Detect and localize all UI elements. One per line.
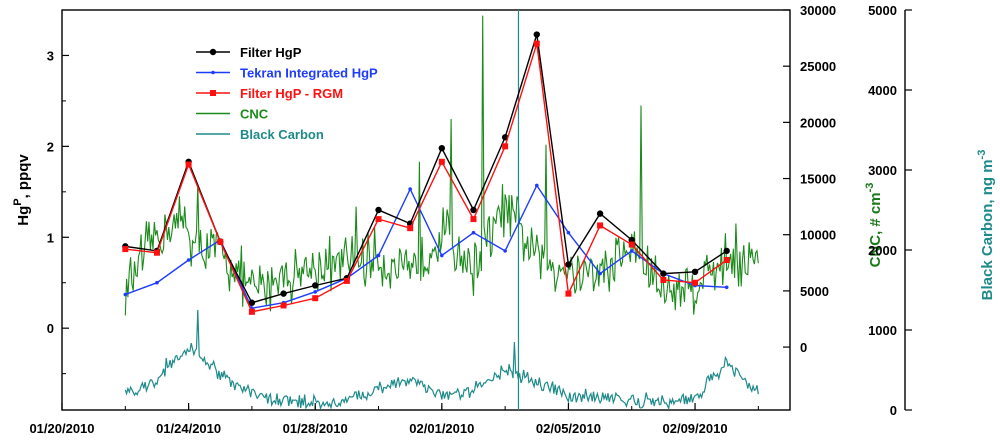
point-filter-hgp-rgm xyxy=(312,295,319,302)
point-filter-hgp xyxy=(596,210,604,217)
point-filter-hgp-rgm xyxy=(280,302,287,309)
point-filter-hgp-rgm xyxy=(723,257,730,263)
point-tekran-integrated-hgp xyxy=(376,253,381,258)
point-filter-hgp xyxy=(248,299,256,306)
x-tick-label: 02/09/2010 xyxy=(663,421,728,436)
point-filter-hgp-rgm xyxy=(628,241,635,248)
legend: Filter HgP Tekran Integrated HgP Filter Hg… xyxy=(196,45,378,142)
point-filter-hgp xyxy=(280,290,287,297)
x-tick-label: 01/28/2010 xyxy=(283,421,348,436)
series-line-black-carbon xyxy=(124,309,759,410)
y-left-tick-label: 3 xyxy=(47,48,54,63)
legend-marker-filter-hgp xyxy=(209,48,217,56)
y-left-title-base: Hg xyxy=(15,206,32,226)
point-filter-hgp-rgm xyxy=(122,246,129,253)
legend-label-filter-hgp: Filter HgP xyxy=(240,45,302,60)
legend-label-filter-hgp-rgm: Filter HgP - RGM xyxy=(240,86,343,101)
plot-frame xyxy=(61,9,791,411)
point-tekran-integrated-hgp xyxy=(155,280,159,285)
legend-label-black-carbon: Black Carbon xyxy=(240,127,324,142)
y-bc-tick-label: 2000 xyxy=(868,243,897,258)
series-line-filter-hgp xyxy=(125,34,728,304)
y-bc-tick-label: 1000 xyxy=(868,323,897,338)
y-cnc-tick-label: 30000 xyxy=(800,3,836,18)
point-filter-hgp xyxy=(660,270,667,277)
point-filter-hgp-rgm xyxy=(660,277,667,283)
legend-label-tekran-integrated-hgp: Tekran Integrated HgP xyxy=(240,66,378,81)
y-bc-title-sup: -3 xyxy=(976,150,988,160)
y-cnc-tick-label: 25000 xyxy=(800,59,836,74)
legend-label-cnc: CNC xyxy=(240,107,269,122)
y-bc-tick-label: 0 xyxy=(890,403,897,418)
point-filter-hgp-rgm xyxy=(343,277,350,284)
series-layer xyxy=(122,10,759,410)
y-bc-tick-label: 4000 xyxy=(868,83,897,98)
y-left-tick-label: 1 xyxy=(47,230,54,245)
point-filter-hgp-rgm xyxy=(470,216,477,223)
y-cnc-title-base: CNC, # cm xyxy=(867,192,884,267)
point-filter-hgp xyxy=(438,144,446,152)
y-cnc-tick-label: 20000 xyxy=(800,115,836,130)
y-cnc-tick-label: 0 xyxy=(800,340,807,355)
y-left-tick-label: 0 xyxy=(47,321,54,336)
point-filter-hgp-rgm xyxy=(533,40,540,47)
y-cnc-tick-label: 5000 xyxy=(800,284,829,299)
y-left-axis-title: HgP, ppqv xyxy=(12,154,32,226)
point-tekran-integrated-hgp xyxy=(503,249,507,253)
point-filter-hgp xyxy=(723,247,730,255)
point-filter-hgp-rgm xyxy=(597,222,604,229)
x-tick-label: 02/05/2010 xyxy=(536,421,601,436)
point-filter-hgp-rgm xyxy=(438,158,445,165)
point-filter-hgp xyxy=(375,206,382,214)
point-tekran-integrated-hgp xyxy=(408,187,412,191)
point-filter-hgp xyxy=(565,261,572,268)
y-left-title-sup: P xyxy=(12,198,24,205)
point-tekran-integrated-hgp xyxy=(724,285,729,290)
point-tekran-integrated-hgp xyxy=(440,253,444,258)
y-cnc-axis-title: CNC, # cm-3 xyxy=(864,183,884,268)
legend-marker-tekran-integrated-hgp xyxy=(211,70,215,75)
axes: 01/20/2010 01/24/2010 01/28/2010 02/01/2010… xyxy=(12,3,996,436)
point-filter-hgp-rgm xyxy=(185,161,192,168)
y-cnc-tick-label: 10000 xyxy=(800,228,836,243)
point-tekran-integrated-hgp xyxy=(534,183,539,188)
y-bc-title-base: Black Carbon, ng m xyxy=(979,159,996,300)
x-tick-label: 01/24/2010 xyxy=(156,421,221,436)
series-line-cnc xyxy=(124,15,759,316)
point-filter-hgp-rgm xyxy=(153,249,160,256)
point-tekran-integrated-hgp xyxy=(471,230,476,235)
point-filter-hgp-rgm xyxy=(502,143,509,150)
point-filter-hgp xyxy=(533,31,540,38)
point-filter-hgp-rgm xyxy=(248,308,255,315)
y-left-tick-label: 2 xyxy=(47,139,54,154)
point-tekran-integrated-hgp xyxy=(313,290,318,294)
point-tekran-integrated-hgp xyxy=(629,249,634,253)
x-tick-label: 01/20/2010 xyxy=(29,421,94,436)
y-cnc-title-sup: -3 xyxy=(864,183,876,193)
point-filter-hgp-rgm xyxy=(375,216,382,223)
y-cnc-tick-label: 15000 xyxy=(800,172,836,187)
point-tekran-integrated-hgp xyxy=(186,258,191,262)
point-tekran-integrated-hgp xyxy=(123,292,128,297)
y-bc-axis-title: Black Carbon, ng m-3 xyxy=(976,150,996,301)
point-filter-hgp-rgm xyxy=(217,238,224,245)
point-filter-hgp xyxy=(312,282,319,289)
y-bc-tick-label: 5000 xyxy=(868,3,897,18)
point-filter-hgp xyxy=(691,268,699,276)
point-tekran-integrated-hgp xyxy=(598,271,602,276)
y-left-title-rest: , ppqv xyxy=(15,154,32,199)
point-filter-hgp-rgm xyxy=(565,290,572,297)
y-bc-tick-label: 3000 xyxy=(868,163,897,178)
x-tick-label: 02/01/2010 xyxy=(409,421,474,436)
point-filter-hgp xyxy=(470,206,477,214)
point-filter-hgp-rgm xyxy=(407,225,414,232)
point-tekran-integrated-hgp xyxy=(566,230,571,235)
legend-marker-filter-hgp-rgm xyxy=(210,90,216,96)
point-filter-hgp-rgm xyxy=(692,279,699,286)
series-line-filter-hgp-rgm xyxy=(125,43,728,313)
